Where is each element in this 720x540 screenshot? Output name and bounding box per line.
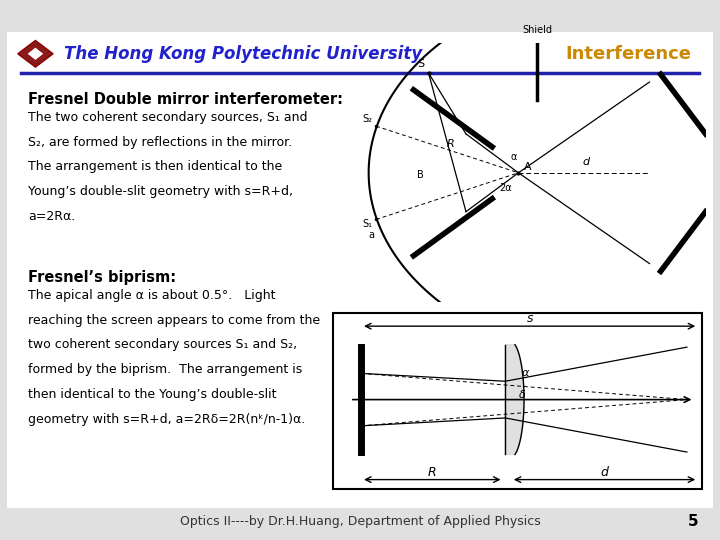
Text: δ: δ [518,390,525,400]
Text: A: A [524,162,531,172]
Text: B: B [418,170,424,180]
Text: The arrangement is then identical to the: The arrangement is then identical to the [28,160,283,173]
Text: Fresnel’s biprism:: Fresnel’s biprism: [28,270,176,285]
Text: Interference: Interference [566,45,692,63]
Text: d: d [600,465,608,478]
Text: Young’s double-slit geometry with s=R+d,: Young’s double-slit geometry with s=R+d, [28,185,293,198]
Text: Fresnel Double mirror interferometer:: Fresnel Double mirror interferometer: [28,92,343,107]
Text: S₂, are formed by reflections in the mirror.: S₂, are formed by reflections in the mir… [28,136,292,148]
Text: geometry with s=R+d, a=2Rδ=2R(nᵏ/n-1)α.: geometry with s=R+d, a=2Rδ=2R(nᵏ/n-1)α. [28,413,305,426]
Text: a=2Rα.: a=2Rα. [28,210,76,222]
Text: The Hong Kong Polytechnic University: The Hong Kong Polytechnic University [63,45,422,63]
Text: 5: 5 [688,514,698,529]
Text: The apical angle α is about 0.5°.   Light: The apical angle α is about 0.5°. Light [28,289,276,302]
Text: S: S [418,58,425,69]
Text: d: d [582,157,590,167]
Text: reaching the screen appears to come from the: reaching the screen appears to come from… [28,314,320,327]
Text: Optics II----by Dr.H.Huang, Department of Applied Physics: Optics II----by Dr.H.Huang, Department o… [179,515,541,528]
Text: two coherent secondary sources S₁ and S₂,: two coherent secondary sources S₁ and S₂… [28,339,297,352]
FancyBboxPatch shape [0,28,720,517]
Text: α: α [511,152,517,162]
Text: s: s [526,312,533,325]
Polygon shape [27,47,44,60]
Text: then identical to the Young’s double-slit: then identical to the Young’s double-sli… [28,388,277,401]
Text: R: R [428,465,436,478]
Text: formed by the biprism.  The arrangement is: formed by the biprism. The arrangement i… [28,363,302,376]
Polygon shape [505,345,524,455]
Text: S₂: S₂ [362,114,372,124]
Text: The two coherent secondary sources, S₁ and: The two coherent secondary sources, S₁ a… [28,111,308,124]
Text: R: R [447,139,455,149]
Text: α: α [522,368,529,378]
Text: S₁: S₁ [362,219,372,230]
Text: Shield: Shield [522,25,552,35]
Polygon shape [18,40,53,67]
Text: a: a [369,230,374,240]
Text: 2α: 2α [500,183,513,193]
